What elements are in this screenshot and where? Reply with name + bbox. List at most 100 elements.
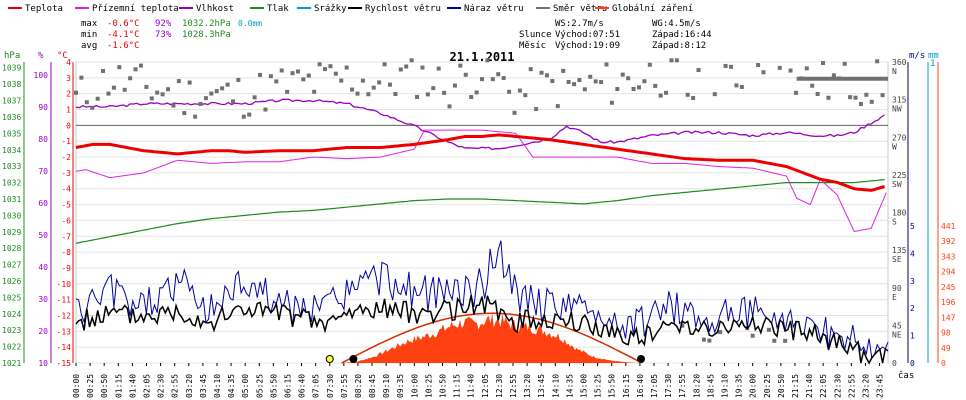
axis-units: hPa % °C m/s mm 1 čas [4,51,939,381]
smer-point [350,87,355,92]
smer-point [431,86,436,91]
stats-avg-temp: -1.6°C [107,41,140,51]
time-tick-31: 12:55 [509,374,518,398]
smer-point [187,80,192,85]
time-tick-5: 02:05 [142,374,151,398]
smer-point [404,64,409,69]
time-tick-34: 14:10 [551,374,560,398]
pct-tick-1: 20 [38,327,48,336]
smer-point [772,338,777,343]
wm-tick-3: 147 [941,313,956,322]
time-tick-2: 00:50 [100,374,109,398]
smer-point [274,79,279,84]
degc-tick-19: 4 [66,58,71,67]
smer-point [761,70,766,75]
smer-point [344,65,349,70]
time-tick-32: 13:20 [523,374,532,398]
time-tick-42: 17:30 [664,374,673,398]
time-tick-37: 15:25 [594,374,603,398]
smer-point [111,85,116,90]
smer-point [252,95,257,100]
smer-point [182,111,187,116]
smer-point [821,61,826,66]
degc-tick-17: 2 [66,90,71,99]
series-zareni [76,313,888,363]
smer-point [523,93,528,98]
degc-tick-4: -11 [57,296,72,305]
time-tick-14: 05:50 [269,374,278,398]
sunset-marker [637,355,646,363]
legend-label-naraz: Náraz větru [464,4,524,14]
smer-point [804,66,809,71]
dir-compass-3: SW [892,180,902,189]
smer-point [826,95,831,100]
pct-tick-4: 50 [38,231,48,240]
smer-point [415,94,420,99]
smer-point [236,77,241,82]
smer-point [507,89,512,94]
legend-label-prizemni: Přízemní teplota [92,4,179,14]
stats-min-label: min [81,30,97,40]
pct-tick-0: 10 [38,359,48,368]
stats-min-press: 1028.3hPa [182,30,231,40]
time-tick-28: 11:40 [467,374,476,398]
astro-block: WS:2.7m/s WG:4.5m/s Slunce Východ:07:51 … [519,19,712,51]
ms-unit: m/s [909,51,925,61]
series-smer [74,58,885,343]
smer-point [734,83,739,88]
smer-point [875,59,880,64]
series-rychlost [75,294,889,365]
dir-compass-7: NE [892,330,902,339]
hpa-tick-5: 1026 [2,277,21,286]
smer-point [664,90,669,95]
smer-point [166,87,171,92]
smer-point [869,99,874,104]
time-tick-9: 03:45 [199,374,208,398]
smer-point [306,73,311,78]
time-tick-3: 01:15 [114,374,123,398]
dir-compass-2: W [892,142,897,151]
series-zareni-theoretical [341,312,640,364]
series-teplota [75,133,886,192]
wind-ws: WS:2.7m/s [555,19,604,29]
smer-point [333,71,338,76]
time-tick-6: 02:30 [157,374,166,398]
degc-tick-9: -6 [61,216,71,225]
stats-avg-label: avg [81,41,97,51]
smer-point [674,58,679,63]
smer-point [425,92,430,97]
time-tick-30: 12:30 [495,374,504,398]
time-tick-51: 21:15 [791,374,800,398]
stats-block: max -0.6°C 92% 1032.2hPa 0.0mm min -4.1°… [81,19,262,51]
wm-tick-0: 0 [941,359,946,368]
smer-point [442,90,447,95]
time-tick-35: 14:35 [565,374,574,398]
smer-point [517,88,522,93]
time-tick-56: 23:20 [861,374,870,398]
legend: Teplota Přízemní teplota Vlhkost Tlak Srážky… [8,4,693,14]
moon-label: Měsíc [519,41,546,51]
time-tick-20: 08:20 [354,374,363,398]
wm-tick-2: 98 [941,329,951,338]
dir-tick-2: 270 [892,133,907,142]
time-tick-38: 15:50 [608,374,617,398]
dir-compass-5: SE [892,255,902,264]
smer-point [588,74,593,79]
hpa-tick-16: 1037 [2,97,21,106]
smer-point [729,64,734,69]
hpa-tick-4: 1025 [2,293,21,302]
smer-point [279,68,284,73]
smer-point [101,68,106,73]
smer-point [544,73,549,78]
smer-point [149,96,154,101]
dir-tick-4: 180 [892,209,907,218]
smer-point [469,95,474,100]
time-tick-15: 06:15 [283,374,292,398]
smer-point [685,92,690,97]
smer-point [577,78,582,83]
smer-point [810,83,815,88]
stats-max-temp: -0.6°C [107,19,140,29]
smer-point [815,91,820,96]
smer-point [144,84,149,89]
